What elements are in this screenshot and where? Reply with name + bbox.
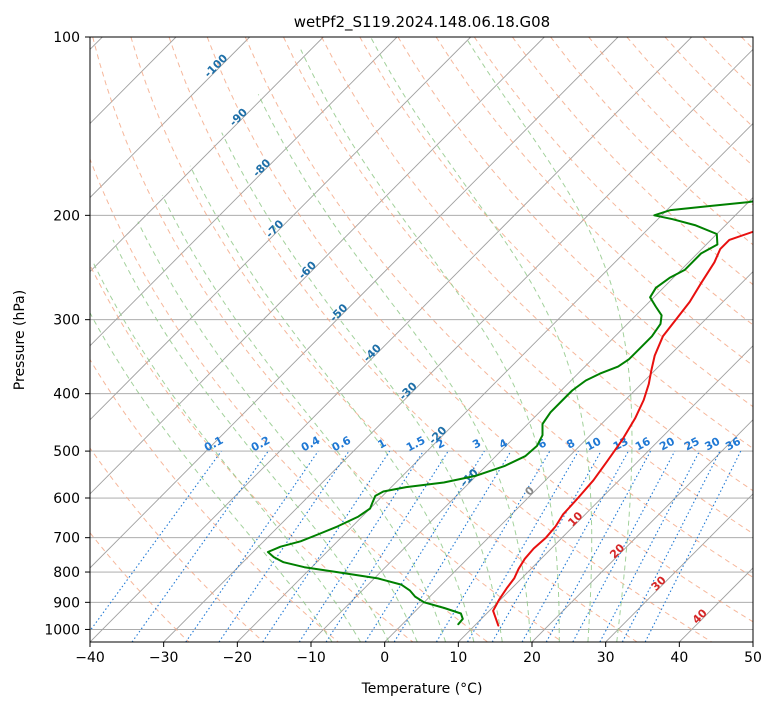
y-tick-label: 100 [53,30,80,46]
mixing-ratio-line [435,450,551,642]
moist-adiabat-line [189,165,475,642]
y-tick-label: 300 [53,313,80,329]
x-tick-label: 20 [523,650,541,666]
x-tick-label: 50 [744,650,762,666]
mixing-ratio-line [393,450,512,642]
moist-adiabat-line [137,221,418,642]
mixing-ratio-line [364,450,485,642]
x-tick-label: −10 [296,650,326,666]
dry-adiabat-line [206,37,753,623]
y-tick-label: 900 [53,595,80,611]
dry-adiabat-line [435,37,753,367]
y-tick-label: 400 [53,387,80,403]
isotherm-line [458,345,753,642]
mixing-ratio-label: 36 [723,435,743,454]
chart-title: wetPf2_S119.2024.148.06.18.G08 [294,13,550,32]
x-tick-label: 0 [380,650,389,666]
y-axis-label: Pressure (hPa) [12,290,28,390]
dry-adiabat-line [90,447,264,642]
x-axis-label: Temperature (°C) [361,681,483,697]
isotherm-line [90,37,250,199]
x-tick-label: 10 [449,650,467,666]
moist-adiabat-line [370,37,593,642]
y-tick-label: 700 [53,531,80,547]
dry-adiabat-line [244,37,753,578]
isotherm-line [90,37,545,495]
dry-adiabat-line [90,157,488,642]
mixing-ratio-line [545,450,652,642]
isotherm-line [90,37,692,642]
moist-adiabat-line [112,239,390,642]
mixing-ratio-label: 20 [657,435,677,454]
x-tick-label: −30 [149,650,179,666]
isotherm-line [90,37,398,347]
y-tick-label: 600 [53,491,80,507]
isotherm-line [90,37,324,273]
moist-adiabat-line [221,132,503,642]
isotherm-line [605,493,753,642]
dry-adiabat-line [92,37,563,642]
isotherm-line [531,419,753,642]
moist-adiabat-line [300,49,560,642]
mixing-ratio-line [521,450,629,642]
dry-adiabat-line [130,37,638,642]
mixing-ratio-label: 30 [703,435,723,454]
mixing-ratio-line [131,450,269,642]
x-tick-label: −20 [223,650,253,666]
isotherm-line [90,37,619,569]
mixing-ratio-label: 25 [682,435,702,454]
dry-adiabat-line [397,37,753,408]
isotherm-line [90,37,471,421]
isotherm-line [237,122,753,642]
mixing-ratio-line [218,450,350,642]
isotherm-line [384,270,753,642]
y-tick-label: 800 [53,565,80,581]
y-tick-label: 1000 [44,622,80,638]
moist-adiabat-line [90,311,333,642]
mixing-ratio-label: 10 [584,435,604,454]
mixing-ratio-line [572,450,676,642]
x-tick-label: 40 [670,650,688,666]
y-tick-label: 200 [53,208,80,224]
isotherm-line [310,196,753,642]
y-tick-label: 500 [53,444,80,460]
mixing-ratio-label: 16 [633,435,653,454]
x-tick-label: −40 [75,650,105,666]
plot-frame [89,36,754,643]
mixing-ratio-line [185,450,319,642]
isotherm-line [163,48,753,642]
dry-adiabat-line [90,358,339,642]
moist-adiabat-line [92,262,362,642]
mixing-ratio-line [467,450,579,642]
x-tick-label: 30 [597,650,615,666]
temperature-profile-line [492,230,753,627]
dewpoint-profile-line [266,200,753,626]
mixing-ratio-line [325,450,449,642]
mixing-ratio-line [90,450,222,632]
dry-adiabat-line [359,37,753,450]
mixing-ratio-line [491,450,602,642]
